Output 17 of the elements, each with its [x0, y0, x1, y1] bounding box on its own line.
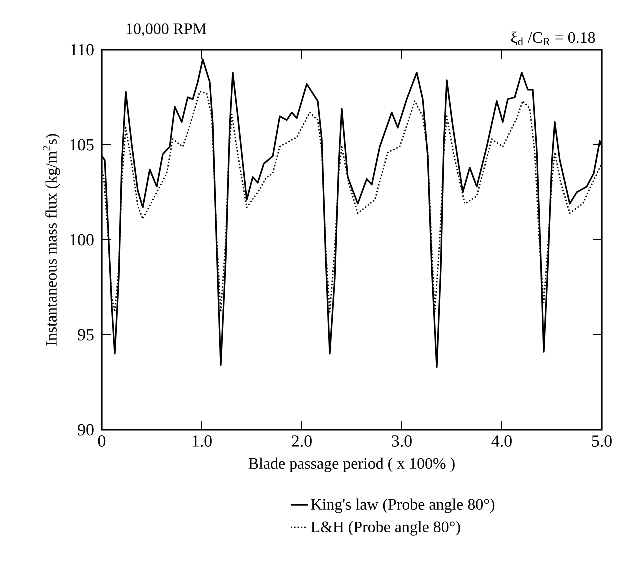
y-tick-label: 100 — [70, 234, 94, 246]
x-tick-label: 0 — [98, 436, 106, 447]
x-axis-title: Blade passage period ( x 100% ) — [248, 458, 455, 472]
text: ξ$_{d}$ /C$_{R}$ = 0.18 — [511, 32, 596, 46]
x-tick-label: 4.0 — [492, 436, 512, 448]
y-tick-label: 110 — [71, 44, 94, 56]
y-tick-label: 90 — [78, 424, 94, 436]
x-tick-label: 5.0 — [592, 436, 612, 448]
y-tick-label: 105 — [70, 139, 94, 151]
x-tick-label: 3.0 — [392, 436, 412, 448]
x-tick-label: 1.0 — [192, 436, 212, 448]
y-axis-title: Instantaneous mass flux (kg/m$^{2}$s) — [43, 134, 60, 346]
legend-label: King's law (Probe angle 80°) — [311, 498, 495, 514]
legend-label: L&H (Probe angle 80°) — [311, 521, 460, 536]
y-tick-label: 95 — [78, 329, 94, 341]
chart-title: 10,000 RPM — [126, 24, 207, 37]
x-tick-label: 2.0 — [292, 436, 312, 448]
